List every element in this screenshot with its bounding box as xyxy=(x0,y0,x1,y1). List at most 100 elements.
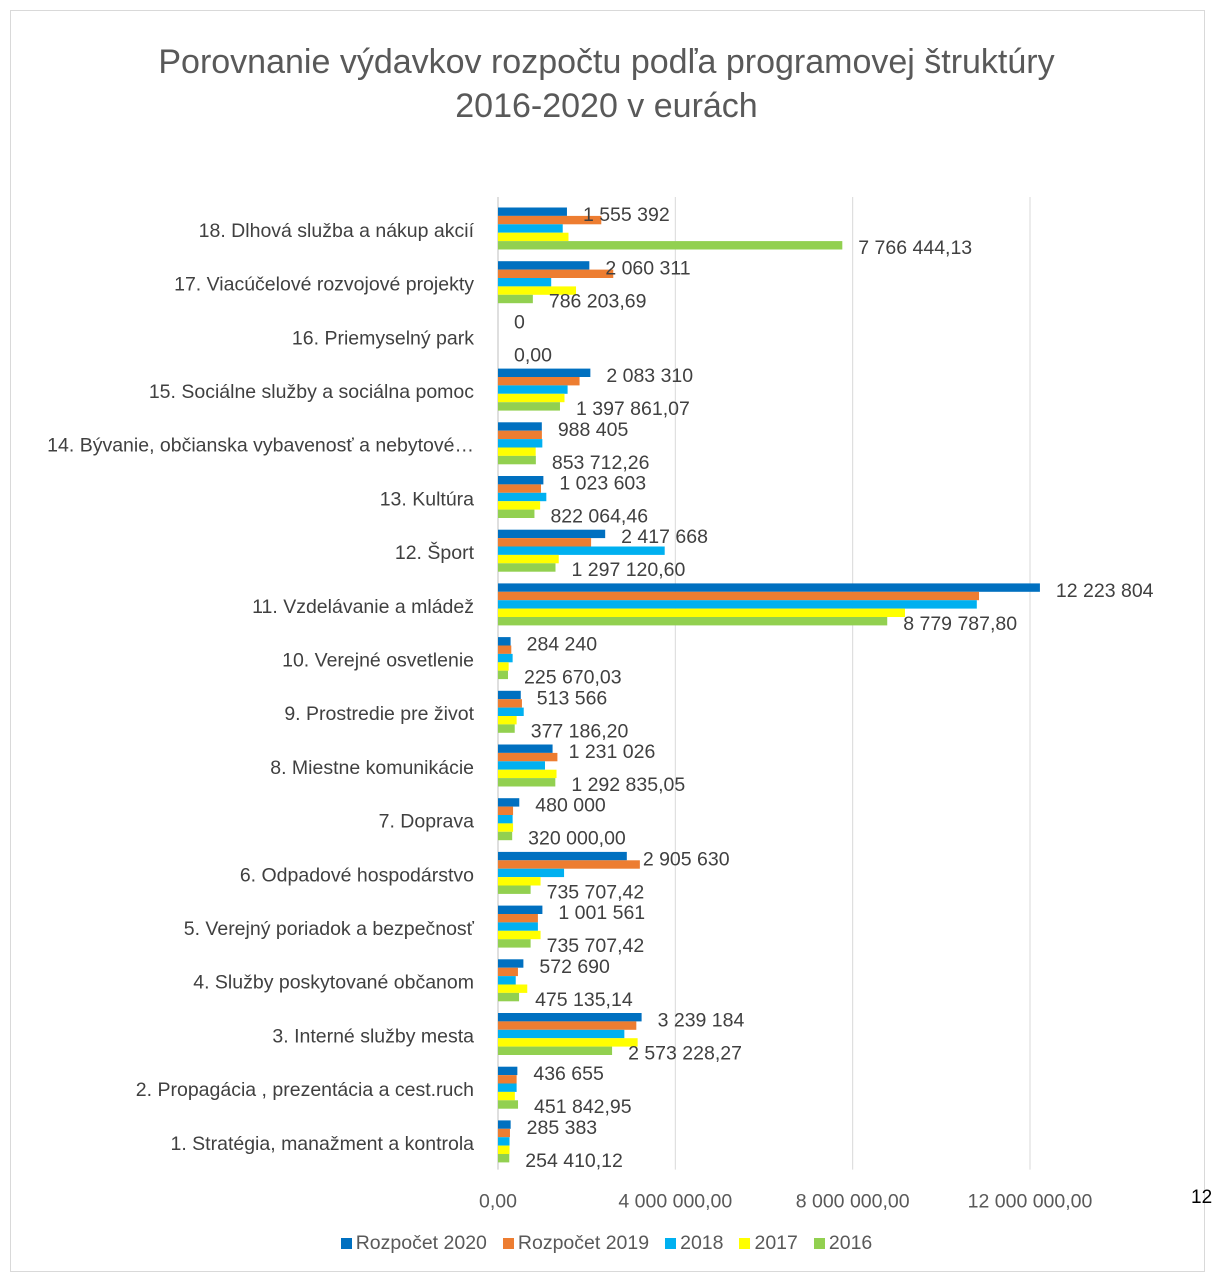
bar-2016 xyxy=(498,1154,510,1163)
chart-legend: Rozpočet 2020 Rozpočet 2019 2018 2017 2016 xyxy=(0,1232,1213,1255)
data-label-2020: 572 690 xyxy=(539,956,610,978)
data-label-2016: 1 297 120,60 xyxy=(572,559,686,581)
bar-2017 xyxy=(498,1038,638,1047)
category-label: 2. Propagácia , prezentácia a cest.ruch xyxy=(136,1079,474,1101)
bar-2017 xyxy=(498,716,517,725)
bar-rozpočet-2019 xyxy=(498,484,542,493)
data-label-2020: 2 905 630 xyxy=(643,848,730,870)
chart-title-line-2: 2016-2020 v eurách xyxy=(455,87,758,125)
bar-rozpočet-2019 xyxy=(498,914,538,923)
bar-2016 xyxy=(498,241,843,250)
data-label-2020: 3 239 184 xyxy=(658,1010,745,1032)
legend-swatch xyxy=(665,1238,677,1249)
data-label-2020: 513 566 xyxy=(537,687,608,709)
bar-rozpočet-2019 xyxy=(498,645,512,654)
data-label-2016: 735 707,42 xyxy=(547,881,645,903)
data-label-2020: 436 655 xyxy=(533,1063,604,1085)
bar-2017 xyxy=(498,608,905,617)
bar-rozpočet-2019 xyxy=(498,752,558,762)
bar-2016 xyxy=(498,402,560,411)
category-label: 6. Odpadové hospodárstvo xyxy=(240,864,474,886)
legend-item: Rozpočet 2019 xyxy=(502,1232,649,1255)
data-label-2016: 254 410,12 xyxy=(525,1150,623,1172)
bar-2017 xyxy=(498,1145,510,1154)
bar-2017 xyxy=(498,662,509,671)
category-label: 14. Bývanie, občianska vybavenosť a neby… xyxy=(47,435,474,457)
bar-rozpočet-2019 xyxy=(498,215,602,225)
bar-rozpočet-2020 xyxy=(498,368,591,377)
bar-2016 xyxy=(498,509,535,518)
bar-2016 xyxy=(498,992,520,1002)
bar-2018 xyxy=(498,868,565,878)
bar-2018 xyxy=(498,653,513,663)
data-label-2016: 2 573 228,27 xyxy=(628,1043,742,1065)
bar-rozpočet-2019 xyxy=(498,860,640,869)
bar-2016 xyxy=(498,778,556,787)
data-label-2020: 2 083 310 xyxy=(606,365,693,387)
bar-2016 xyxy=(498,294,533,304)
bar-2017 xyxy=(498,769,557,779)
bar-rozpočet-2020 xyxy=(498,637,511,646)
bar-2018 xyxy=(498,439,543,448)
bar-rozpočet-2020 xyxy=(498,1013,642,1022)
data-label-2016: 786 203,69 xyxy=(549,291,647,313)
x-tick-label: 12 000 000,00 xyxy=(968,1191,1093,1213)
legend-swatch xyxy=(813,1238,825,1249)
bar-2016 xyxy=(498,831,513,841)
bar-2018 xyxy=(498,1137,510,1146)
category-label: 18. Dlhová služba a nákup akcií xyxy=(199,220,475,242)
bar-rozpočet-2019 xyxy=(498,591,980,601)
data-label-2016: 1 292 835,05 xyxy=(571,774,685,796)
bar-2016 xyxy=(498,670,509,680)
bar-rozpočet-2019 xyxy=(498,538,592,547)
bar-2018 xyxy=(498,922,538,931)
bar-rozpočet-2020 xyxy=(498,905,543,914)
legend-item: 2016 xyxy=(813,1232,872,1255)
category-label: 9. Prostredie pre život xyxy=(284,703,474,725)
data-label-2020: 12 223 804 xyxy=(1056,580,1154,602)
bar-2017 xyxy=(498,984,528,993)
bar-2018 xyxy=(498,546,665,555)
data-label-2016: 853 712,26 xyxy=(552,452,650,474)
bar-rozpočet-2019 xyxy=(498,1128,510,1138)
bar-rozpočet-2020 xyxy=(498,959,524,968)
category-label: 4. Služby poskytované občanom xyxy=(193,972,474,994)
bar-2018 xyxy=(498,385,568,394)
bar-2017 xyxy=(498,554,559,564)
bar-2016 xyxy=(498,617,888,626)
data-label-2016: 1 397 861,07 xyxy=(576,398,690,420)
bar-2017 xyxy=(498,877,541,886)
page-number: 12 xyxy=(1191,1187,1213,1208)
bar-rozpočet-2019 xyxy=(498,269,614,278)
data-label-2020: 285 383 xyxy=(527,1117,598,1139)
chart-title-line-1: Porovnanie výdavkov rozpočtu podľa progr… xyxy=(158,43,1055,81)
bar-rozpočet-2020 xyxy=(498,529,606,539)
category-label: 5. Verejný poriadok a bezpečnosť xyxy=(184,918,475,940)
data-label-2016: 8 779 787,80 xyxy=(903,613,1017,635)
bar-rozpočet-2020 xyxy=(498,744,553,753)
data-label-2020: 2 417 668 xyxy=(621,526,708,548)
legend-label: 2017 xyxy=(754,1232,798,1254)
category-label: 8. Miestne komunikácie xyxy=(270,757,474,779)
category-label: 3. Interné služby mesta xyxy=(272,1025,474,1047)
bar-2017 xyxy=(498,1091,515,1101)
data-label-2016: 475 135,14 xyxy=(535,989,633,1011)
chart-frame xyxy=(10,10,1205,1272)
bar-rozpočet-2019 xyxy=(498,1075,517,1084)
bar-2017 xyxy=(498,232,569,242)
category-label: 13. Kultúra xyxy=(380,488,474,510)
bar-2017 xyxy=(498,447,536,456)
data-label-2016: 7 766 444,13 xyxy=(858,237,972,259)
bar-rozpočet-2020 xyxy=(498,1120,511,1129)
x-tick-label: 8 000 000,00 xyxy=(796,1191,910,1213)
bar-2018 xyxy=(498,707,524,716)
bar-2017 xyxy=(498,286,577,295)
data-label-2020: 1 023 603 xyxy=(559,473,646,495)
bar-rozpočet-2020 xyxy=(498,798,520,807)
category-label: 10. Verejné osvetlenie xyxy=(282,649,474,671)
bar-2018 xyxy=(498,600,977,609)
bar-2018 xyxy=(498,761,545,770)
data-label-2020: 1 001 561 xyxy=(558,902,645,924)
bar-rozpočet-2019 xyxy=(498,377,580,386)
